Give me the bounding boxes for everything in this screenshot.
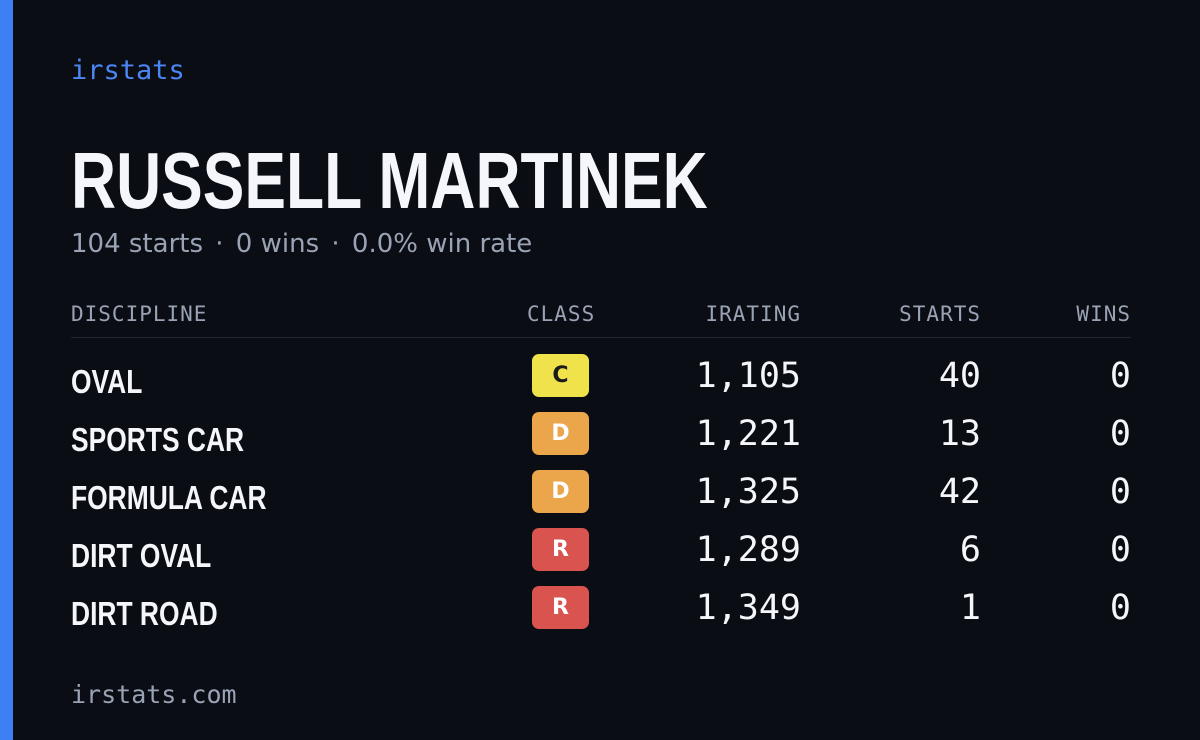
discipline-name: DIRT ROAD: [71, 595, 218, 632]
header-discipline: DISCIPLINE: [71, 302, 208, 326]
starts-value: 40: [938, 356, 981, 396]
starts-value: 13: [938, 414, 981, 454]
wins-value: 0: [1109, 472, 1131, 512]
wins-value: 0: [1109, 530, 1131, 570]
class-badge: R: [532, 528, 589, 571]
irating-value: 1,221: [695, 414, 801, 454]
class-badge: D: [532, 412, 589, 455]
discipline-name: SPORTS CAR: [71, 421, 245, 458]
driver-summary: 104 starts · 0 wins · 0.0% win rate: [71, 229, 532, 259]
wins-value: 0: [1109, 588, 1131, 628]
driver-name: RUSSELL MARTINEK: [71, 136, 708, 225]
starts-value: 6: [959, 530, 981, 570]
starts-value: 1: [959, 588, 981, 628]
summary-win-rate: 0.0% win rate: [351, 229, 533, 259]
discipline-name: FORMULA CAR: [71, 479, 267, 516]
wins-value: 0: [1109, 414, 1131, 454]
class-badge: C: [532, 354, 589, 397]
wins-value: 0: [1109, 356, 1131, 396]
summary-starts: 104 starts: [71, 229, 203, 259]
irating-value: 1,105: [695, 356, 801, 396]
summary-separator: ·: [215, 229, 224, 259]
summary-wins: 0 wins: [235, 229, 320, 259]
brand-logo-text: irstats: [71, 55, 185, 86]
header-starts: STARTS: [899, 302, 981, 326]
table-row: SPORTS CAR D 1,221 13 0: [71, 412, 1131, 470]
discipline-name: DIRT OVAL: [71, 537, 212, 574]
header-class: CLASS: [527, 302, 596, 326]
irating-value: 1,289: [695, 530, 801, 570]
irating-value: 1,325: [695, 472, 801, 512]
class-badge: R: [532, 586, 589, 629]
header-wins: WINS: [1076, 302, 1131, 326]
table-header: DISCIPLINE CLASS IRATING STARTS WINS: [71, 300, 1131, 338]
accent-bar: [0, 0, 13, 740]
starts-value: 42: [938, 472, 981, 512]
table-row: DIRT ROAD R 1,349 1 0: [71, 586, 1131, 644]
discipline-name: OVAL: [71, 363, 143, 400]
table-row: OVAL C 1,105 40 0: [71, 354, 1131, 412]
header-irating: IRATING: [705, 302, 801, 326]
summary-separator: ·: [331, 229, 340, 259]
irating-value: 1,349: [695, 588, 801, 628]
table-row: FORMULA CAR D 1,325 42 0: [71, 470, 1131, 528]
footer-url: irstats.com: [71, 680, 237, 709]
table-row: DIRT OVAL R 1,289 6 0: [71, 528, 1131, 586]
class-badge: D: [532, 470, 589, 513]
